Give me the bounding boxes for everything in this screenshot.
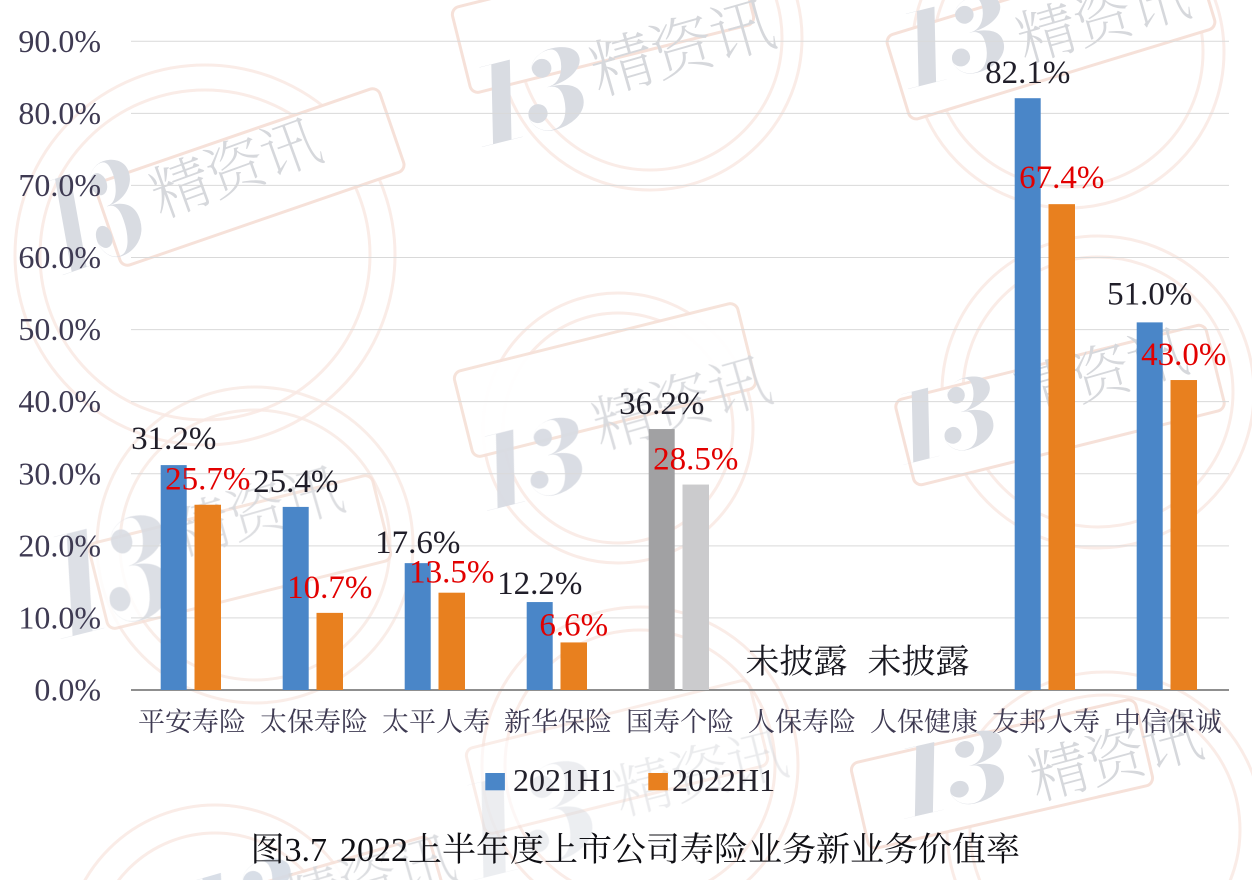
svg-text:36.2%: 36.2% bbox=[619, 386, 704, 422]
svg-text:90.0%: 90.0% bbox=[18, 23, 101, 59]
svg-text:10.7%: 10.7% bbox=[287, 570, 372, 606]
svg-text:6.6%: 6.6% bbox=[539, 607, 608, 643]
svg-text:25.7%: 25.7% bbox=[165, 462, 250, 498]
svg-text:80.0%: 80.0% bbox=[18, 95, 101, 131]
svg-text:10.0%: 10.0% bbox=[18, 599, 101, 635]
svg-text:67.4%: 67.4% bbox=[1019, 160, 1104, 196]
svg-text:82.1%: 82.1% bbox=[985, 55, 1070, 91]
svg-text:3.7: 3.7 bbox=[285, 832, 328, 869]
svg-text:12.2%: 12.2% bbox=[497, 566, 582, 602]
svg-text:31.2%: 31.2% bbox=[131, 421, 216, 457]
svg-text:60.0%: 60.0% bbox=[18, 239, 101, 275]
svg-text:50.0%: 50.0% bbox=[18, 311, 101, 347]
svg-text:2021H1: 2021H1 bbox=[513, 762, 616, 798]
svg-text:25.4%: 25.4% bbox=[253, 464, 338, 500]
svg-text:51.0%: 51.0% bbox=[1107, 276, 1192, 312]
svg-text:70.0%: 70.0% bbox=[18, 167, 101, 203]
svg-text:28.5%: 28.5% bbox=[653, 442, 738, 478]
svg-text:2022H1: 2022H1 bbox=[672, 762, 775, 798]
svg-text:43.0%: 43.0% bbox=[1141, 337, 1226, 373]
svg-text:20.0%: 20.0% bbox=[18, 527, 101, 563]
svg-text:40.0%: 40.0% bbox=[18, 383, 101, 419]
svg-text:0.0%: 0.0% bbox=[34, 672, 101, 708]
svg-text:17.6%: 17.6% bbox=[375, 525, 460, 561]
svg-text:2022: 2022 bbox=[340, 832, 408, 869]
svg-text:13.5%: 13.5% bbox=[409, 555, 494, 591]
svg-text:30.0%: 30.0% bbox=[18, 455, 101, 491]
